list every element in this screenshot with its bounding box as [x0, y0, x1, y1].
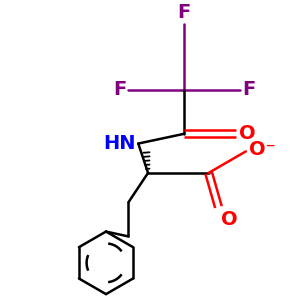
- Text: O: O: [239, 124, 256, 143]
- Text: F: F: [242, 80, 255, 99]
- Text: F: F: [113, 80, 127, 99]
- Text: HN: HN: [103, 134, 135, 153]
- Text: O: O: [221, 210, 238, 229]
- Text: F: F: [178, 3, 191, 22]
- Text: O⁻: O⁻: [249, 140, 275, 159]
